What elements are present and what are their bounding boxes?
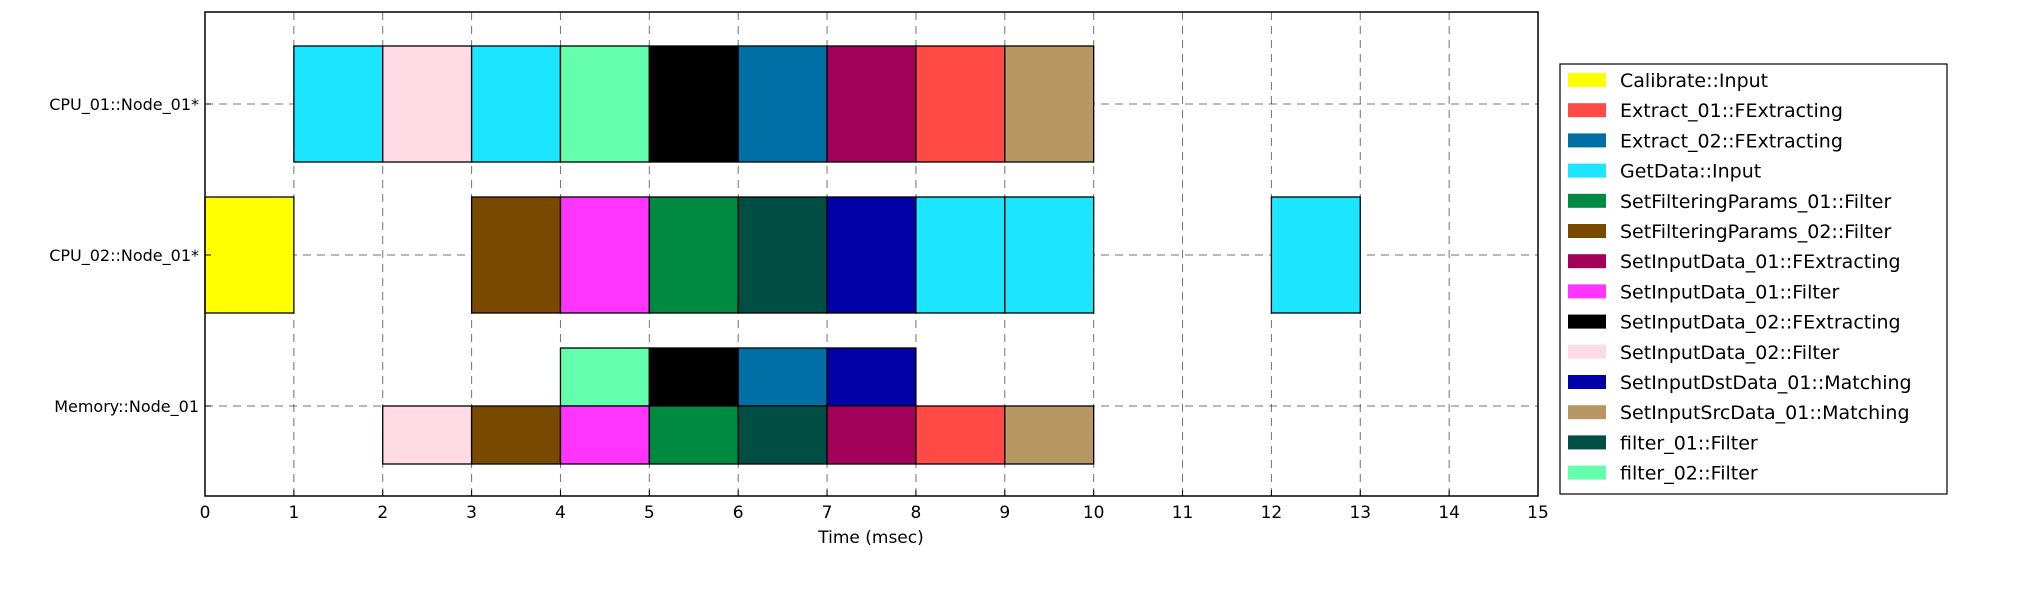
task-bar (1270, 196, 1361, 314)
legend-swatch (1568, 344, 1606, 359)
x-tick-label: 5 (644, 503, 655, 523)
x-tick-label: 7 (822, 503, 833, 523)
task-bar (648, 347, 739, 407)
legend-swatch (1568, 254, 1606, 269)
x-axis-ticks: 0 1 2 3 4 5 6 7 8 9 10 11 12 13 14 15 (200, 490, 1549, 523)
task-bar (826, 347, 917, 407)
task-bar (915, 196, 1006, 314)
task-bar (648, 196, 739, 314)
legend-frame (1559, 63, 1948, 495)
legend-label: Extract_01::FExtracting (1620, 100, 1843, 122)
legend-swatch (1568, 163, 1606, 178)
task-bar (826, 196, 917, 314)
task-bar (204, 196, 295, 314)
row-label: CPU_02::Node_01* (49, 246, 199, 266)
x-tick-label: 2 (377, 503, 388, 523)
x-tick-label: 14 (1438, 503, 1460, 523)
task-bars (204, 45, 1361, 465)
task-bar (648, 405, 739, 465)
legend-swatch (1568, 465, 1606, 480)
task-bar (737, 196, 828, 314)
legend-swatch (1568, 224, 1606, 238)
task-bar (559, 45, 650, 163)
legend-swatch (1568, 284, 1606, 299)
legend-swatch (1568, 193, 1606, 208)
x-tick-label: 15 (1527, 503, 1549, 523)
x-tick-label: 8 (911, 503, 922, 523)
legend-label: SetInputData_02::Filter (1620, 342, 1839, 364)
task-bar (648, 45, 739, 163)
x-tick-label: 3 (466, 503, 477, 523)
x-tick-label: 11 (1172, 503, 1194, 523)
legend-swatch (1568, 103, 1606, 118)
x-tick-label: 10 (1083, 503, 1105, 523)
legend-swatch (1568, 405, 1606, 420)
legend-swatch (1568, 73, 1606, 87)
x-tick-label: 1 (288, 503, 299, 523)
task-bar (737, 347, 828, 407)
legend-label: GetData::Input (1620, 161, 1761, 183)
legend-label: SetInputData_02::FExtracting (1620, 312, 1901, 334)
task-bar (1004, 196, 1095, 314)
legend-swatch (1568, 375, 1606, 389)
x-tick-label: 9 (999, 503, 1010, 523)
task-bar (915, 405, 1006, 465)
legend-label: SetFilteringParams_02::Filter (1620, 221, 1891, 243)
legend-label: filter_02::Filter (1620, 463, 1758, 485)
task-bar (559, 196, 650, 314)
legend-label: SetInputData_01::Filter (1620, 281, 1839, 303)
legend-label: SetInputDstData_01::Matching (1620, 372, 1912, 394)
task-bar (559, 347, 650, 407)
x-tick-label: 6 (733, 503, 744, 523)
task-bar (470, 405, 562, 465)
legend-swatch (1568, 435, 1606, 450)
x-tick-label: 12 (1261, 503, 1283, 523)
task-bar (1004, 45, 1095, 163)
task-bar (382, 405, 473, 465)
legend-label: Calibrate::Input (1620, 70, 1768, 92)
x-tick-label: 13 (1349, 503, 1371, 523)
row-label: Memory::Node_01 (54, 397, 199, 417)
plot-area-frame (204, 11, 1539, 497)
legend-label: Extract_02::FExtracting (1620, 130, 1843, 152)
legend-swatch (1568, 133, 1606, 148)
task-bar (1004, 405, 1095, 465)
task-bar (559, 405, 650, 465)
task-bar (470, 45, 562, 163)
task-bar (826, 45, 917, 163)
x-axis-label: Time (msec) (817, 528, 924, 548)
task-bar (293, 45, 384, 163)
task-bar (737, 45, 828, 163)
x-tick-label: 4 (555, 503, 566, 523)
legend: Calibrate::InputExtract_01::FExtractingE… (1559, 63, 1948, 495)
task-bar (382, 45, 473, 163)
legend-label: SetInputData_01::FExtracting (1620, 251, 1901, 273)
task-bar (737, 405, 828, 465)
legend-label: SetFilteringParams_01::Filter (1620, 191, 1891, 213)
legend-label: SetInputSrcData_01::Matching (1620, 402, 1910, 424)
legend-label: filter_01::Filter (1620, 432, 1758, 454)
row-label: CPU_01::Node_01* (49, 95, 199, 115)
y-axis-row-labels: CPU_01::Node_01*CPU_02::Node_01*Memory::… (49, 95, 211, 417)
task-bar (470, 196, 562, 314)
x-tick-label: 0 (200, 503, 211, 523)
task-bar (826, 405, 917, 465)
task-bar (915, 45, 1006, 163)
legend-swatch (1568, 314, 1606, 329)
